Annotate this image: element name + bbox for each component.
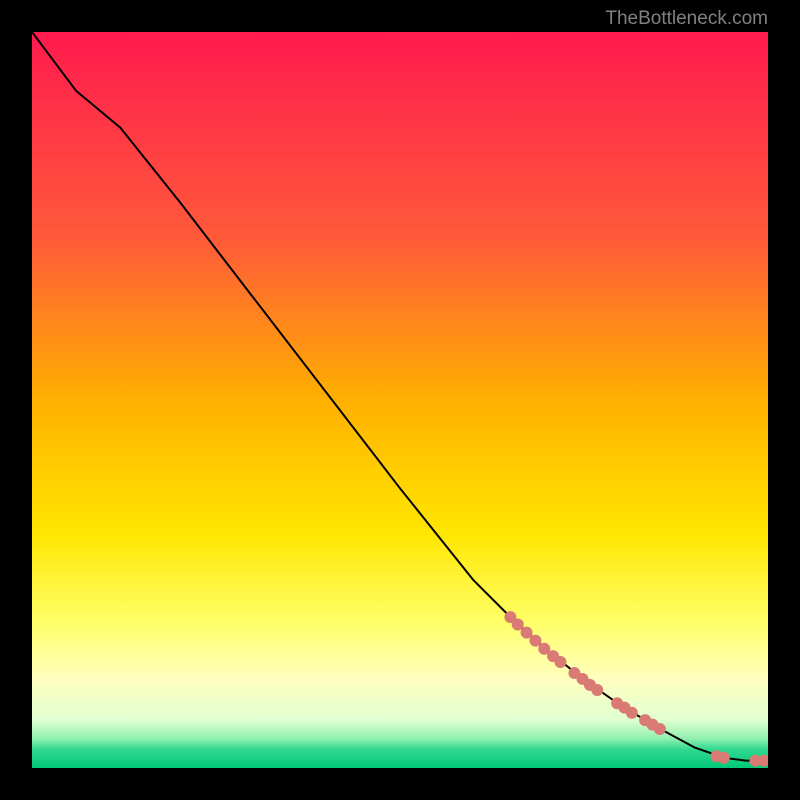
watermark-text: TheBottleneck.com: [605, 8, 768, 30]
data-marker: [718, 752, 730, 764]
data-marker: [521, 627, 533, 639]
data-marker: [591, 684, 603, 696]
chart-background: [32, 32, 768, 768]
data-marker: [529, 635, 541, 647]
data-marker: [554, 656, 566, 668]
chart-svg: [32, 32, 768, 768]
data-marker: [626, 707, 638, 719]
data-marker: [654, 723, 666, 735]
data-marker: [512, 618, 524, 630]
chart-container: [32, 32, 768, 768]
